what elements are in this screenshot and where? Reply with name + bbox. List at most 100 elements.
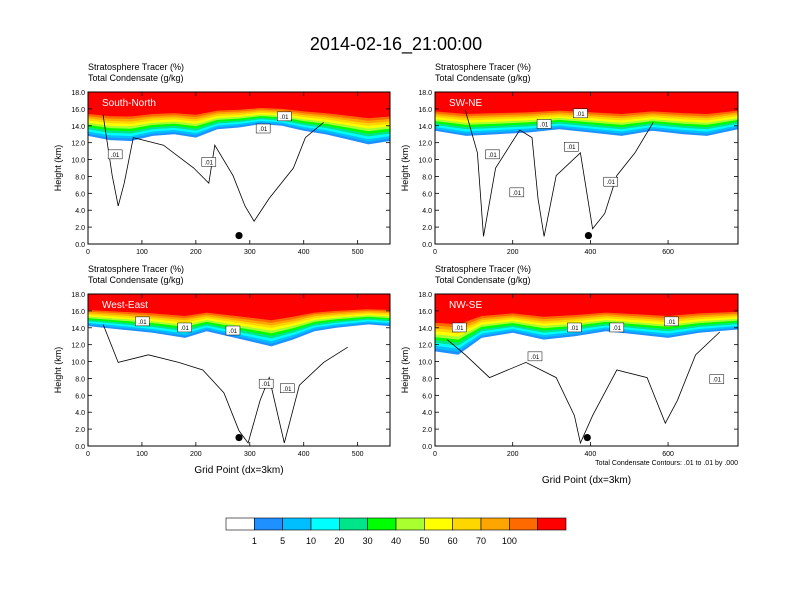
y-tick-label: 14.0 <box>71 326 85 333</box>
contour-label-box <box>107 149 123 160</box>
x-axis-label: Grid Point (dx=3km) <box>542 475 631 486</box>
tracer-band <box>435 294 738 325</box>
contour-label-box <box>177 322 192 333</box>
contour-label-box <box>603 176 618 187</box>
colorbar-label: 70 <box>476 536 486 546</box>
x-tick-label: 200 <box>507 249 519 256</box>
contour-label: .01 <box>488 153 497 159</box>
panel-title-line: Stratosphere Tracer (%) <box>435 62 531 72</box>
contour-label: .01 <box>455 326 464 332</box>
colorbar-swatch <box>254 517 283 531</box>
y-axis-label: Height (km) <box>400 347 410 394</box>
contour-label-box <box>573 108 588 119</box>
panel-label: South-North <box>102 98 156 109</box>
colorbar-label: 30 <box>363 536 373 546</box>
colorbar-swatch <box>282 517 312 531</box>
contour-label: .01 <box>567 145 576 151</box>
x-tick-label: 200 <box>507 451 519 458</box>
y-tick-label: 16.0 <box>418 309 432 316</box>
location-marker <box>235 433 243 442</box>
x-tick-label: 600 <box>662 249 674 256</box>
plot-area: .01 .01 .01 .01 South-North <box>88 92 390 244</box>
colorbar-swatch <box>480 517 510 531</box>
contour-label: .01 <box>283 387 292 393</box>
contour-label: .01 <box>576 112 585 118</box>
contour-label: .01 <box>667 320 676 326</box>
x-tick-label: 400 <box>298 249 310 256</box>
contour-label-box <box>564 141 579 152</box>
contour-label: .01 <box>229 329 238 335</box>
y-tick-label: 0.0 <box>422 444 432 451</box>
x-axis-label: Grid Point (dx=3km) <box>194 465 283 476</box>
y-tick-label: 18.0 <box>418 292 432 299</box>
contour-label-box <box>609 322 625 333</box>
colorbar-label: 100 <box>502 536 517 546</box>
y-tick-label: 10.0 <box>71 360 85 367</box>
condensate-contour <box>464 110 654 237</box>
colorbar-swatch <box>225 517 255 531</box>
plot-frame <box>434 293 739 447</box>
y-tick-label: 18.0 <box>71 292 85 299</box>
y-tick-label: 16.0 <box>418 107 432 114</box>
x-tick-label: 0 <box>433 451 437 458</box>
x-tick-label: 200 <box>190 249 202 256</box>
contour-label: .01 <box>713 378 722 384</box>
contour-label-box <box>277 111 292 122</box>
panel-title-line: Total Condensate (g/kg) <box>435 73 531 83</box>
x-tick-label: 400 <box>298 451 310 458</box>
y-tick-label: 4.0 <box>422 208 432 215</box>
y-tick-label: 18.0 <box>418 90 432 97</box>
x-tick-label: 300 <box>244 451 256 458</box>
y-tick-label: 8.0 <box>75 174 85 181</box>
colorbar-label: 5 <box>280 536 285 546</box>
contour-label-box <box>255 123 271 134</box>
colorbar-swatch <box>367 517 397 531</box>
panel-title-line: Total Condensate (g/kg) <box>88 73 184 83</box>
plot-area: .01 .01 .01 .01 .01 .01 NW-SE <box>435 294 738 446</box>
y-tick-label: 8.0 <box>75 376 85 383</box>
contour-label-box <box>225 325 241 336</box>
colorbar-label: 1 <box>252 536 257 546</box>
contour-label-box <box>451 322 467 333</box>
contour-label: .01 <box>262 382 271 388</box>
plot-frame <box>434 91 739 245</box>
y-tick-label: 4.0 <box>75 410 85 417</box>
colorbar-swatch <box>339 517 368 531</box>
panel-4: Stratosphere Tracer (%)Total Condensate … <box>400 264 739 486</box>
x-tick-label: 100 <box>136 249 148 256</box>
y-axis-label: Height (km) <box>400 145 410 192</box>
y-tick-label: 4.0 <box>75 208 85 215</box>
panel-title-line: Stratosphere Tracer (%) <box>88 62 184 72</box>
y-axis-label: Height (km) <box>53 145 63 192</box>
contour-label-box <box>527 351 543 362</box>
contour-label: .01 <box>280 115 289 121</box>
y-tick-label: 8.0 <box>422 376 432 383</box>
condensate-contour <box>102 324 348 444</box>
y-tick-label: 6.0 <box>422 191 432 198</box>
colorbar: 1 5 10 20 30 40 50 60 70 100 <box>225 517 567 546</box>
y-tick-label: 4.0 <box>422 410 432 417</box>
colorbar-label: 10 <box>306 536 316 546</box>
tracer-band <box>88 92 390 119</box>
x-tick-label: 200 <box>190 451 202 458</box>
colorbar-swatch <box>310 517 340 531</box>
y-axis-label: Height (km) <box>53 347 63 394</box>
plot-area: .01 .01 .01 .01 .01 .01 SW-NE <box>435 92 738 244</box>
y-tick-label: 12.0 <box>418 141 432 148</box>
y-tick-label: 12.0 <box>71 343 85 350</box>
contour-label: .01 <box>570 326 579 332</box>
x-tick-label: 500 <box>352 451 364 458</box>
x-tick-label: 400 <box>585 249 597 256</box>
contour-label: .01 <box>531 355 540 361</box>
tracer-band <box>88 294 390 321</box>
contour-label: .01 <box>613 326 622 332</box>
panel-1: Stratosphere Tracer (%)Total Condensate … <box>53 62 391 256</box>
contour-label-box <box>258 378 274 389</box>
y-tick-label: 0.0 <box>75 242 85 249</box>
y-tick-label: 0.0 <box>422 242 432 249</box>
x-tick-label: 600 <box>662 451 674 458</box>
panel-2: Stratosphere Tracer (%)Total Condensate … <box>400 62 739 256</box>
contour-label: .01 <box>540 122 549 128</box>
contour-label: .01 <box>180 326 189 332</box>
contour-label-box <box>709 374 725 384</box>
